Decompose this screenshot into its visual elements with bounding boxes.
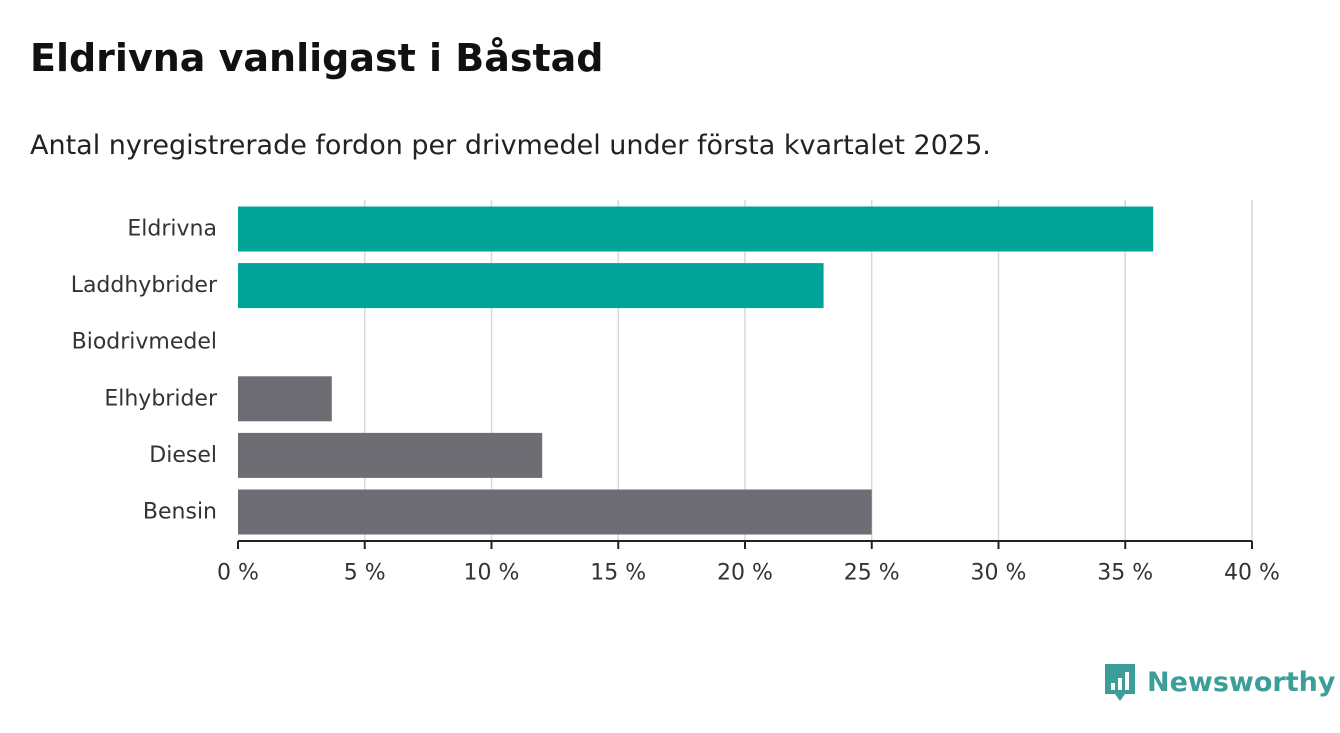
bar-elhybrider <box>238 376 332 422</box>
x-tick-label: 0 % <box>217 561 259 586</box>
grid-lines <box>364 200 1253 541</box>
x-tick-label: 25 % <box>844 561 900 586</box>
chart-subtitle: Antal nyregistrerade fordon per drivmede… <box>30 130 991 161</box>
newsworthy-logo-text: Newsworthy <box>1147 666 1336 698</box>
x-tick-label: 40 % <box>1224 561 1280 586</box>
category-label: Bensin <box>143 500 217 525</box>
newsworthy-chart-icon <box>1105 664 1135 701</box>
x-tick-label: 5 % <box>344 561 386 586</box>
x-axis: 0 % 5 % 10 % 15 % 20 % 25 % 30 % 35 % 40 % <box>217 540 1280 586</box>
bar-eldrivna <box>238 206 1154 252</box>
x-tick-label: 10 % <box>464 561 520 586</box>
x-tick-label: 35 % <box>1097 561 1153 586</box>
bar-laddhybrider <box>238 263 824 309</box>
chart-title: Eldrivna vanligast i Båstad <box>30 36 604 80</box>
bar-diesel <box>238 432 543 478</box>
category-label: Biodrivmedel <box>72 330 217 355</box>
x-tick-label: 30 % <box>971 561 1027 586</box>
bar-bensin <box>238 489 872 535</box>
x-tick-label: 15 % <box>590 561 646 586</box>
x-tick-label: 20 % <box>717 561 773 586</box>
newsworthy-logo: Newsworthy <box>1103 662 1335 702</box>
category-label: Eldrivna <box>127 217 217 242</box>
category-label: Elhybrider <box>104 386 218 411</box>
category-labels: Eldrivna Laddhybrider Biodrivmedel Elhybrid… <box>71 217 218 525</box>
category-label: Laddhybrider <box>71 273 218 298</box>
bars <box>238 206 1154 535</box>
category-label: Diesel <box>149 443 217 468</box>
